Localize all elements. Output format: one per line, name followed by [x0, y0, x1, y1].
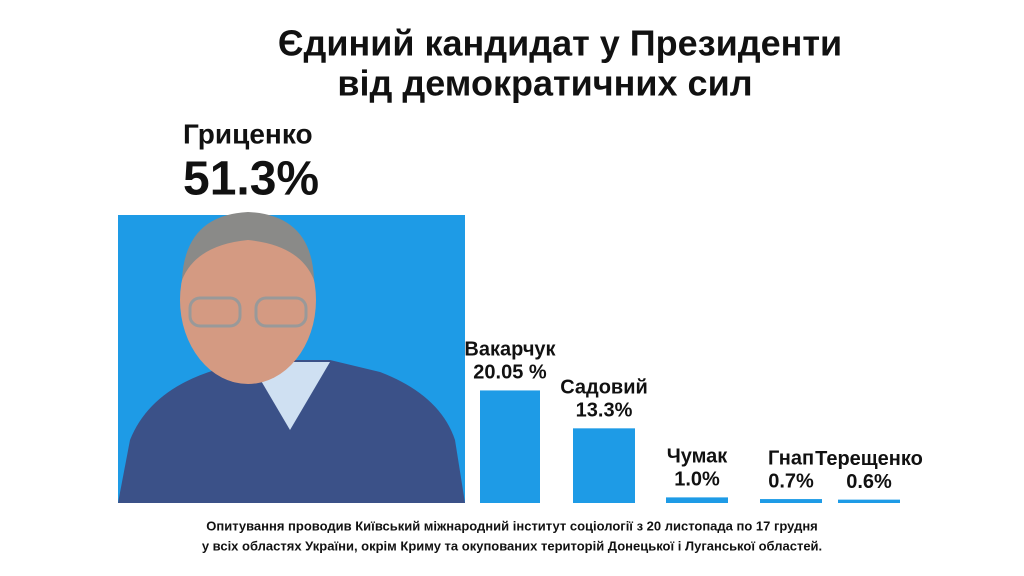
- bar: [573, 428, 635, 503]
- value-label: 13.3%: [576, 400, 633, 422]
- footnote: у всіх областях України, окрім Криму та …: [202, 538, 822, 553]
- category-label: Гриценко: [183, 118, 313, 149]
- footnote: Опитування проводив Київський міжнародни…: [206, 518, 818, 533]
- photo: [118, 212, 465, 503]
- hair: [182, 212, 314, 280]
- chart-title: від демократичних сил: [337, 63, 752, 104]
- value-label: 0.6%: [846, 471, 892, 493]
- suit: [118, 360, 465, 503]
- bar: [760, 499, 822, 503]
- value-label: 51.3%: [183, 153, 319, 206]
- category-label: Чумак: [667, 446, 729, 468]
- glasses: [188, 296, 242, 328]
- category-label: Гнап: [768, 447, 814, 469]
- value-label: 20.05 %: [473, 362, 547, 384]
- category-label: Садовий: [560, 377, 648, 399]
- value-label: 0.7%: [768, 470, 814, 492]
- category-label: Терещенко: [815, 448, 923, 470]
- glasses: [254, 296, 308, 328]
- bar: [838, 499, 900, 503]
- value-label: 1.0%: [674, 469, 720, 491]
- face: [180, 216, 316, 384]
- bar: [666, 497, 728, 503]
- chart-title: Єдиний кандидат у Президенти: [278, 23, 842, 64]
- category-label: Вакарчук: [464, 339, 556, 361]
- bar: [480, 390, 540, 503]
